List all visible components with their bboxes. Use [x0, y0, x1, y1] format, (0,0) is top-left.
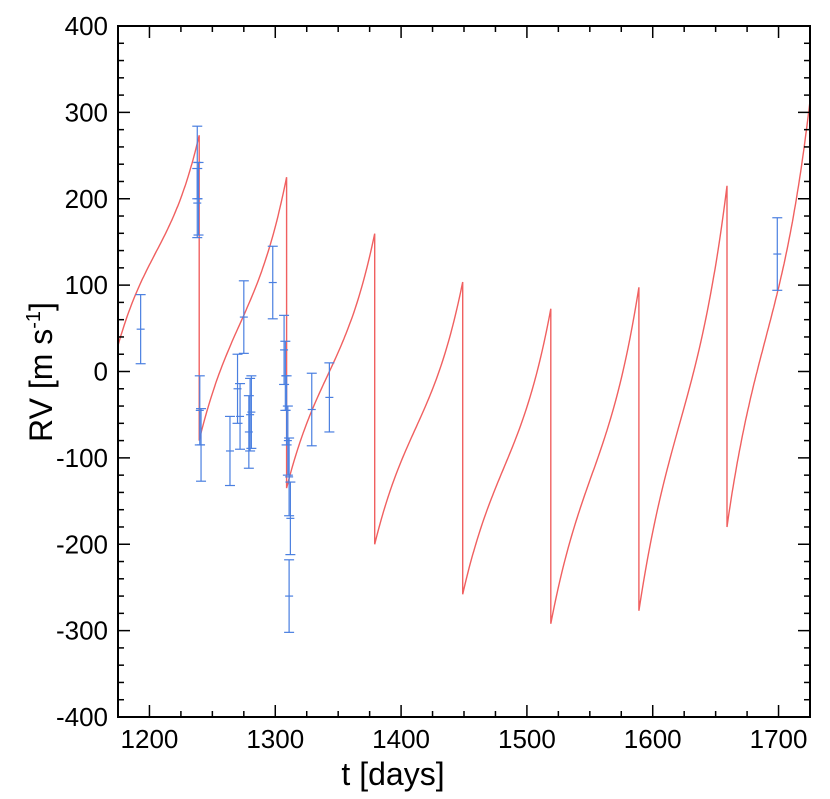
y-tick-label: 400 — [65, 11, 108, 41]
data-point — [135, 294, 146, 365]
data-point — [772, 217, 783, 291]
axis-ticks-layer — [117, 25, 811, 718]
data-point — [232, 353, 243, 424]
data-point — [267, 245, 278, 320]
data-point — [245, 377, 256, 452]
data-point — [235, 382, 246, 450]
data-points-layer — [135, 125, 783, 633]
data-point — [238, 280, 249, 354]
x-tick-label: 1300 — [246, 724, 304, 754]
data-point — [306, 372, 317, 447]
data-point — [243, 395, 254, 469]
y-tick-label: -300 — [56, 616, 108, 646]
data-point — [285, 481, 296, 556]
model-curve — [118, 100, 810, 624]
data-point — [284, 559, 295, 633]
data-point — [281, 375, 292, 446]
y-tick-label: 0 — [94, 357, 108, 387]
y-tick-label: 200 — [65, 184, 108, 214]
y-tick-label: -100 — [56, 443, 108, 473]
data-point — [194, 375, 205, 446]
tick-labels-layer: 1200 1300 1400 1500 1600 1700 -400 -300 -200 -100… — [56, 11, 808, 754]
data-point — [284, 437, 295, 517]
y-tick-label: 100 — [65, 270, 108, 300]
x-tick-label: 1600 — [624, 724, 682, 754]
x-tick-label: 1500 — [498, 724, 556, 754]
y-tick-label: -400 — [56, 702, 108, 732]
data-point — [279, 314, 290, 386]
plot-frame — [117, 25, 811, 718]
y-axis-title-main: RV [m s — [23, 329, 59, 442]
data-point — [324, 362, 335, 433]
y-axis-title-superscript: -1 — [23, 311, 45, 329]
y-axis-title-close: ] — [23, 302, 59, 311]
x-tick-label: 1400 — [372, 724, 430, 754]
x-axis-title: t [days] — [341, 756, 444, 792]
data-point — [196, 408, 207, 482]
y-tick-label: -200 — [56, 529, 108, 559]
data-point — [193, 161, 204, 236]
y-tick-label: 300 — [65, 97, 108, 127]
x-tick-label: 1200 — [121, 724, 179, 754]
data-point — [192, 167, 203, 239]
y-axis-title: RV [m s-1] — [23, 302, 59, 442]
data-point — [282, 405, 293, 476]
data-point — [246, 375, 257, 449]
data-point — [224, 415, 235, 487]
model-curve-layer — [118, 100, 810, 624]
x-tick-label: 1700 — [750, 724, 808, 754]
